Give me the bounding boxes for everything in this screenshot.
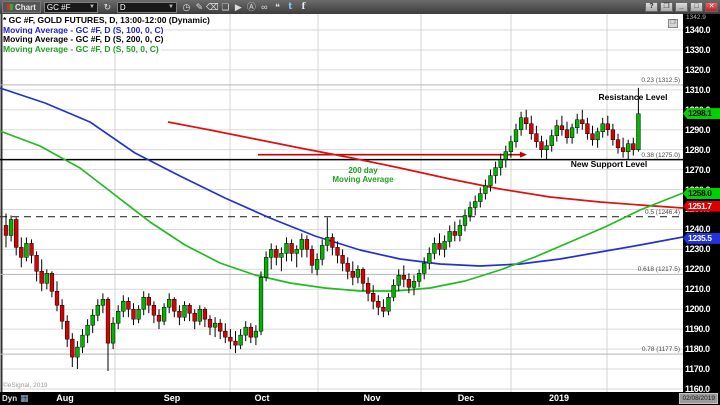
ma-line-100 bbox=[0, 87, 683, 267]
symbol-combo[interactable]: GC #F ▼ bbox=[43, 1, 98, 13]
month-label-aug: Aug bbox=[56, 393, 74, 403]
price-tick: 1330.0 bbox=[685, 44, 711, 55]
minimize-button[interactable]: _ bbox=[675, 2, 688, 12]
ma200-annotation-line1: 200 day bbox=[348, 166, 378, 175]
price-tick: 1230.0 bbox=[685, 244, 711, 255]
price-tick: 1240.0 bbox=[685, 224, 711, 235]
legend-ma200: Moving Average - GC #F, D (S, 200, 0, C) bbox=[3, 34, 166, 44]
twitter-icon[interactable]: t bbox=[288, 2, 293, 12]
grid-mode-icon[interactable]: ▦ bbox=[20, 393, 29, 403]
chart-tab-icon bbox=[7, 4, 13, 10]
price-tick: 1200.0 bbox=[685, 304, 711, 315]
legend-title: * GC #F, GOLD FUTURES, D, 13:00-12:00 (D… bbox=[3, 15, 212, 25]
eraser-icon[interactable]: ⌫ bbox=[206, 2, 219, 12]
titlebar: Chart GC #F ▼ ↻ D ▼ ◷ ✎ ⌫ ❏ ▶ Ⓐ ∞ ❝ t f ? ❐ _ □ ✕ bbox=[0, 0, 720, 14]
close-button[interactable]: ✕ bbox=[705, 2, 718, 12]
facebook-icon[interactable]: f bbox=[301, 2, 306, 12]
restore-chart-icon[interactable]: ❐ bbox=[668, 19, 678, 28]
fib-level-label: 0.78 (1177.5) bbox=[641, 346, 680, 354]
time-axis[interactable]: Dyn ▦ 02/08/2019 Aug Sep Oct Nov Dec 2019 bbox=[0, 392, 720, 405]
maximize-button[interactable]: □ bbox=[690, 2, 703, 12]
month-label-dec: Dec bbox=[457, 393, 475, 403]
toolbar-icons: ◷ ✎ ⌫ ❏ ▶ Ⓐ ∞ ❝ t f bbox=[180, 1, 310, 13]
chart-tab-label: Chart bbox=[15, 2, 36, 12]
chevron-down-icon: ▼ bbox=[167, 4, 174, 10]
annotation-a-icon[interactable]: Ⓐ bbox=[246, 2, 256, 12]
price-tick: 1210.0 bbox=[685, 284, 711, 295]
ma200-annotation-line2: Moving Average bbox=[332, 175, 394, 184]
month-label-2019: 2019 bbox=[548, 393, 570, 403]
interval-combo[interactable]: D ▼ bbox=[116, 1, 177, 13]
link-icon[interactable]: ∞ bbox=[261, 2, 268, 12]
ma200-annotation: 200 day Moving Average bbox=[308, 166, 418, 184]
legend-ma100: Moving Average - GC #F, D (S, 100, 0, C) bbox=[3, 24, 166, 35]
tab-chart[interactable]: Chart bbox=[2, 1, 41, 13]
price-tick: 1170.0 bbox=[685, 364, 710, 375]
price-tick: 1310.0 bbox=[685, 84, 711, 95]
dyn-label: Dyn bbox=[2, 394, 18, 403]
ma100-value-tag: 1235.5 bbox=[683, 232, 720, 244]
month-label-sep: Sep bbox=[163, 393, 181, 403]
ma200-value-tag: 1251.7 bbox=[683, 200, 720, 212]
price-tick: 1340.0 bbox=[685, 25, 711, 35]
clock-icon[interactable]: ◷ bbox=[182, 2, 191, 12]
chart-legend: * GC #F, GOLD FUTURES, D, 13:00-12:00 (D… bbox=[3, 15, 212, 54]
fib-level-label: 0.38 (1275.0) bbox=[641, 151, 680, 159]
window-buttons: ? ❐ _ □ ✕ bbox=[645, 2, 718, 12]
esignal-watermark: ©eSignal, 2019 bbox=[3, 382, 48, 389]
ma50-value-tag: 1258.0 bbox=[683, 188, 720, 200]
price-tick: 1190.0 bbox=[685, 324, 710, 335]
ma-line-200 bbox=[167, 121, 683, 209]
resistance-level-label: Resistance Level bbox=[598, 92, 668, 102]
last-price-tag: 1298.1 bbox=[683, 108, 720, 120]
candlestick-chart[interactable] bbox=[0, 14, 683, 392]
fib-level-label: 0.23 (1312.5) bbox=[641, 76, 680, 84]
symbol-search-icon[interactable]: ↻ bbox=[103, 2, 112, 12]
play-replay-icon[interactable]: ▶ bbox=[234, 2, 242, 12]
last-date-box: 02/08/2019 bbox=[679, 393, 718, 404]
chevron-down-icon: ▼ bbox=[88, 4, 95, 10]
pencil-draw-icon[interactable]: ✎ bbox=[195, 2, 204, 12]
fib-level-label: 0.618 (1217.5) bbox=[637, 266, 680, 274]
help-button[interactable]: ? bbox=[645, 2, 658, 12]
month-label-oct: Oct bbox=[254, 393, 270, 403]
comment-bubble-icon[interactable]: ❝ bbox=[274, 2, 280, 12]
price-tick: 1180.0 bbox=[685, 344, 710, 355]
chart-canvas[interactable] bbox=[0, 14, 683, 392]
fib-level-label: 0.5 (1246.4) bbox=[644, 208, 680, 216]
legend-ma50: Moving Average - GC #F, D (S, 50, 0, C) bbox=[3, 43, 161, 54]
price-tick: 1280.0 bbox=[685, 144, 711, 155]
ma-line-50 bbox=[0, 130, 683, 292]
price-axis[interactable]: 1342.9 1340.01330.01320.01310.01300.0129… bbox=[683, 14, 720, 394]
notes-icon[interactable]: ❏ bbox=[221, 2, 230, 12]
interval-combo-value: D bbox=[119, 2, 126, 12]
month-label-nov: Nov bbox=[363, 393, 381, 403]
restore-button[interactable]: ❐ bbox=[660, 2, 673, 12]
price-tick: 1270.0 bbox=[685, 164, 711, 175]
new-support-level-label: New Support Level bbox=[570, 159, 648, 169]
price-axis-top-value: 1342.9 bbox=[686, 14, 706, 21]
price-tick: 1220.0 bbox=[685, 264, 711, 275]
symbol-combo-value: GC #F bbox=[46, 2, 71, 12]
price-tick: 1160.0 bbox=[685, 383, 710, 394]
price-tick: 1290.0 bbox=[685, 124, 711, 135]
price-tick: 1320.0 bbox=[685, 64, 711, 75]
